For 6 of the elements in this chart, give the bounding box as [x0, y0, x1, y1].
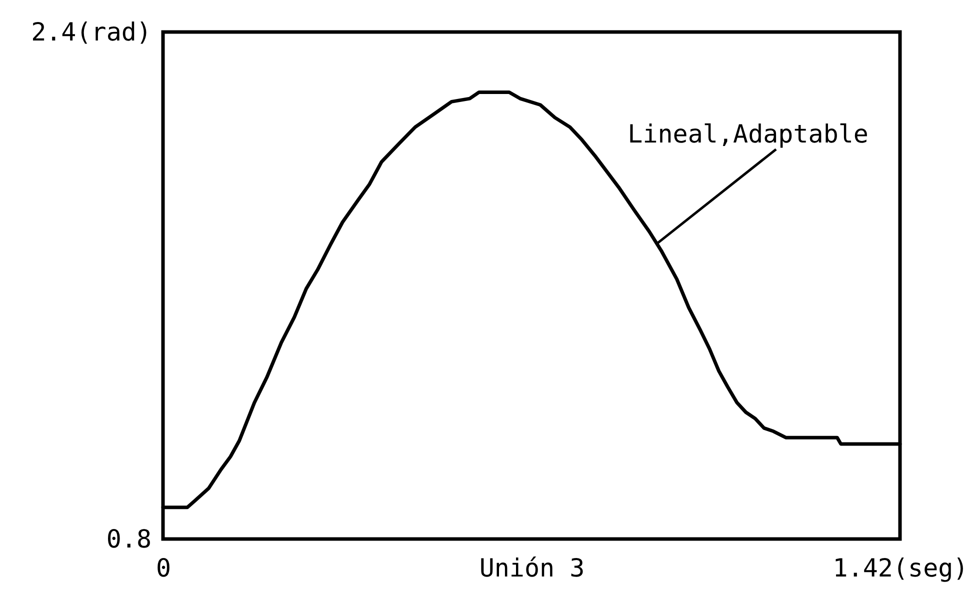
annotation: Lineal,Adaptable — [628, 119, 868, 148]
y-tick-label: 2.4(rad) — [31, 18, 152, 46]
y-tick-label: 0.8 — [106, 524, 152, 554]
x-tick-label: 0 — [156, 554, 172, 582]
x-axis-title: Unión 3 — [479, 554, 585, 582]
x-tick-label: 1.42(seg) — [832, 554, 968, 582]
